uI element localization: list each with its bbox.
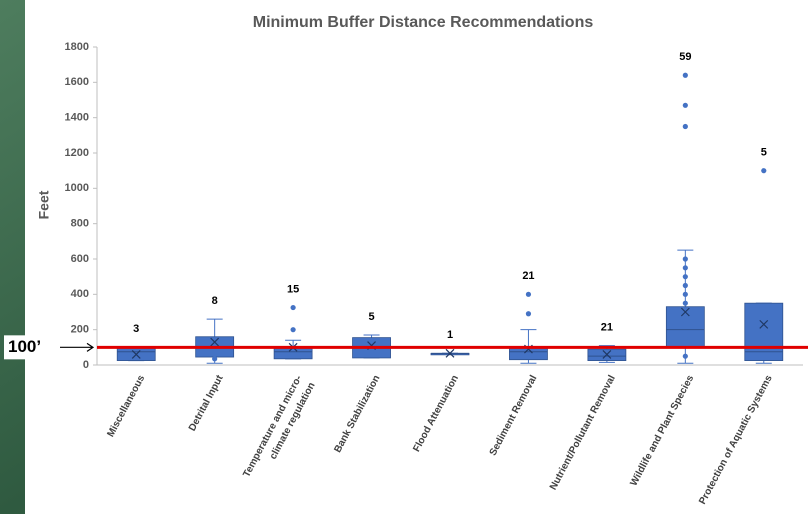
outlier (526, 311, 531, 316)
count-label: 21 (601, 321, 613, 333)
outlier (683, 354, 688, 359)
count-label: 15 (287, 283, 299, 295)
outlier (683, 124, 688, 129)
y-tick-label: 800 (71, 218, 89, 230)
y-tick-label: 0 (83, 359, 89, 371)
reference-label: 100’ (8, 337, 41, 356)
outlier (683, 336, 688, 341)
count-label: 21 (522, 270, 534, 282)
outlier (683, 292, 688, 297)
y-tick-label: 1800 (65, 41, 89, 53)
outlier (683, 301, 688, 306)
outlier (683, 103, 688, 108)
outlier (761, 168, 766, 173)
count-label: 5 (368, 311, 374, 323)
count-label: 1 (447, 329, 453, 341)
outlier (683, 318, 688, 323)
y-tick-label: 1000 (65, 182, 89, 194)
count-label: 8 (212, 295, 218, 307)
y-axis-label: Feet (36, 190, 52, 219)
count-label: 3 (133, 323, 139, 335)
outlier (212, 356, 217, 361)
y-tick-label: 1200 (65, 147, 89, 159)
chart-title: Minimum Buffer Distance Recommendations (253, 14, 594, 31)
y-tick-label: 400 (71, 288, 89, 300)
outlier (683, 274, 688, 279)
page: {"chart_data": {"type": "box", "title": … (0, 0, 809, 514)
chart: Minimum Buffer Distance Recommendations … (0, 0, 809, 514)
outlier (291, 327, 296, 332)
outlier (683, 256, 688, 261)
outlier (683, 265, 688, 270)
y-tick-label: 200 (71, 324, 89, 336)
outlier (683, 73, 688, 78)
outlier (683, 283, 688, 288)
y-tick-label: 600 (71, 253, 89, 265)
y-tick-label: 1600 (65, 76, 89, 88)
outlier (526, 292, 531, 297)
y-tick-label: 1400 (65, 112, 89, 124)
count-label: 5 (761, 147, 767, 159)
count-label: 59 (679, 51, 691, 63)
box (274, 347, 312, 358)
outlier (291, 305, 296, 310)
